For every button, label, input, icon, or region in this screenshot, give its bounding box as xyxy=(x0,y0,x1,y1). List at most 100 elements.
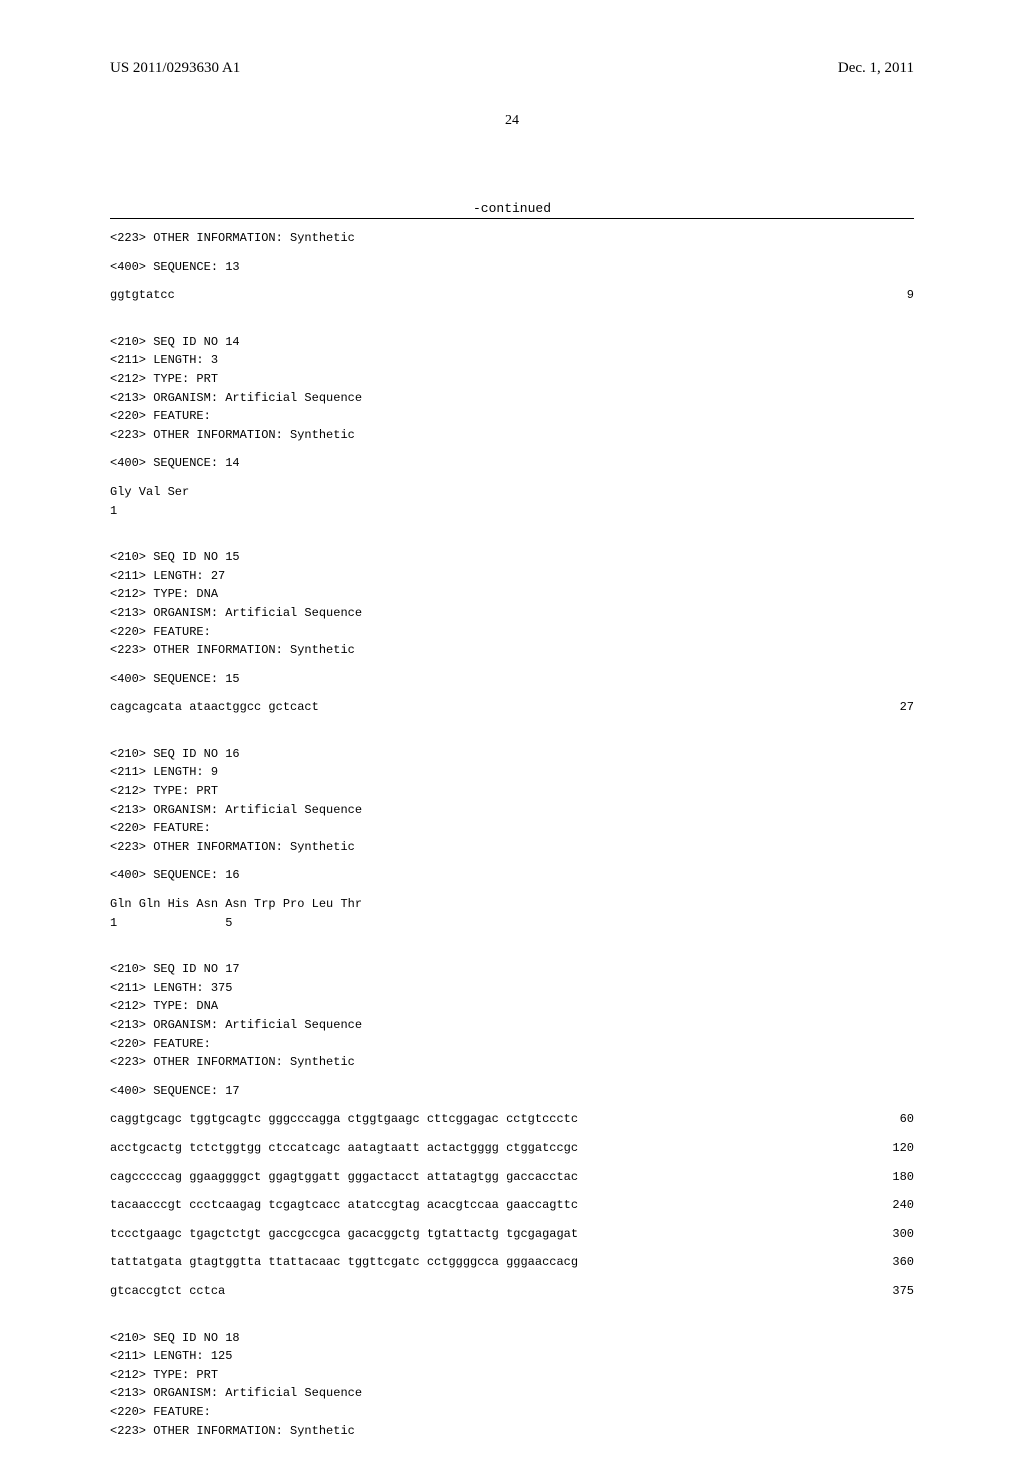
spacer xyxy=(110,660,914,670)
spacer xyxy=(110,473,914,483)
sequence-text: tccctgaagc tgagctctgt gaccgccgca gacacgg… xyxy=(110,1225,578,1244)
sequence-meta-line: <210> SEQ ID NO 18 xyxy=(110,1329,914,1348)
sequence-meta-line: <212> TYPE: DNA xyxy=(110,997,914,1016)
sequence-meta-line: <220> FEATURE: xyxy=(110,407,914,426)
sequence-meta-line: <400> SEQUENCE: 17 xyxy=(110,1082,914,1101)
sequence-meta-line: <213> ORGANISM: Artificial Sequence xyxy=(110,604,914,623)
sequence-row: cagcccccag ggaaggggct ggagtggatt gggacta… xyxy=(110,1168,914,1187)
sequence-position: 9 xyxy=(854,286,914,305)
sequence-meta-line: <213> ORGANISM: Artificial Sequence xyxy=(110,1384,914,1403)
sequence-row: tattatgata gtagtggtta ttattacaac tggttcg… xyxy=(110,1253,914,1272)
sequence-text: cagcagcata ataactggcc gctcact xyxy=(110,698,319,717)
spacer xyxy=(110,932,914,950)
sequence-meta-line: <211> LENGTH: 375 xyxy=(110,979,914,998)
sequence-position: 240 xyxy=(854,1196,914,1215)
sequence-meta-line: <223> OTHER INFORMATION: Synthetic xyxy=(110,1422,914,1441)
sequence-text: gtcaccgtct cctca xyxy=(110,1282,225,1301)
sequence-text: acctgcactg tctctggtgg ctccatcagc aatagta… xyxy=(110,1139,578,1158)
sequence-meta-line: <212> TYPE: DNA xyxy=(110,585,914,604)
sequence-meta-line: <211> LENGTH: 3 xyxy=(110,351,914,370)
sequence-position xyxy=(854,914,914,933)
sequence-meta-line: <211> LENGTH: 27 xyxy=(110,567,914,586)
sequence-text: cagcccccag ggaaggggct ggagtggatt gggacta… xyxy=(110,1168,578,1187)
continued-label: -continued xyxy=(110,201,914,216)
spacer xyxy=(110,856,914,866)
sequence-meta-line: <212> TYPE: PRT xyxy=(110,1366,914,1385)
sequence-position: 27 xyxy=(854,698,914,717)
spacer xyxy=(110,1158,914,1168)
sequence-position: 180 xyxy=(854,1168,914,1187)
sequence-meta-line: <220> FEATURE: xyxy=(110,623,914,642)
sequence-meta-line: <210> SEQ ID NO 17 xyxy=(110,960,914,979)
sequence-meta-line: <210> SEQ ID NO 16 xyxy=(110,745,914,764)
sequence-meta-line: <220> FEATURE: xyxy=(110,819,914,838)
sequence-meta-line: <400> SEQUENCE: 15 xyxy=(110,670,914,689)
spacer xyxy=(110,735,914,745)
spacer xyxy=(110,1215,914,1225)
spacer xyxy=(110,323,914,333)
sequence-position: 360 xyxy=(854,1253,914,1272)
sequence-text: ggtgtatcc xyxy=(110,286,175,305)
sequence-row: 1 xyxy=(110,502,914,521)
sequence-meta-line: <223> OTHER INFORMATION: Synthetic xyxy=(110,641,914,660)
sequence-row: tacaacccgt ccctcaagag tcgagtcacc atatccg… xyxy=(110,1196,914,1215)
sequence-text: 1 5 xyxy=(110,914,232,933)
sequence-row: acctgcactg tctctggtgg ctccatcagc aatagta… xyxy=(110,1139,914,1158)
publication-number: US 2011/0293630 A1 xyxy=(110,60,240,77)
sequence-text: Gln Gln His Asn Asn Trp Pro Leu Thr xyxy=(110,895,362,914)
sequence-meta-line: <223> OTHER INFORMATION: Synthetic xyxy=(110,1053,914,1072)
patent-page: US 2011/0293630 A1 Dec. 1, 2011 24 -cont… xyxy=(0,0,1024,1480)
spacer xyxy=(110,885,914,895)
spacer xyxy=(110,305,914,323)
spacer xyxy=(110,1301,914,1319)
spacer xyxy=(110,1319,914,1329)
spacer xyxy=(110,1243,914,1253)
sequence-meta-line: <211> LENGTH: 9 xyxy=(110,763,914,782)
sequence-row: tccctgaagc tgagctctgt gaccgccgca gacacgg… xyxy=(110,1225,914,1244)
spacer xyxy=(110,1100,914,1110)
sequence-text: caggtgcagc tggtgcagtc gggcccagga ctggtga… xyxy=(110,1110,578,1129)
spacer xyxy=(110,520,914,538)
sequence-meta-line: <212> TYPE: PRT xyxy=(110,782,914,801)
spacer xyxy=(110,538,914,548)
sequence-position: 60 xyxy=(854,1110,914,1129)
sequence-meta-line: <223> OTHER INFORMATION: Synthetic xyxy=(110,229,914,248)
sequence-position xyxy=(854,895,914,914)
sequence-meta-line: <400> SEQUENCE: 13 xyxy=(110,258,914,277)
sequence-text: tattatgata gtagtggtta ttattacaac tggttcg… xyxy=(110,1253,578,1272)
sequence-meta-line: <223> OTHER INFORMATION: Synthetic xyxy=(110,426,914,445)
sequence-meta-line: <213> ORGANISM: Artificial Sequence xyxy=(110,801,914,820)
spacer xyxy=(110,1186,914,1196)
sequence-meta-line: <400> SEQUENCE: 16 xyxy=(110,866,914,885)
sequence-position xyxy=(854,502,914,521)
sequence-meta-line: <211> LENGTH: 125 xyxy=(110,1347,914,1366)
spacer xyxy=(110,276,914,286)
spacer xyxy=(110,950,914,960)
sequence-meta-line: <223> OTHER INFORMATION: Synthetic xyxy=(110,838,914,857)
page-number: 24 xyxy=(110,113,914,129)
sequence-text: tacaacccgt ccctcaagag tcgagtcacc atatccg… xyxy=(110,1196,578,1215)
sequence-meta-line: <212> TYPE: PRT xyxy=(110,370,914,389)
sequence-row: caggtgcagc tggtgcagtc gggcccagga ctggtga… xyxy=(110,1110,914,1129)
sequence-position xyxy=(854,483,914,502)
sequence-meta-line: <210> SEQ ID NO 15 xyxy=(110,548,914,567)
publication-date: Dec. 1, 2011 xyxy=(838,60,914,77)
sequence-meta-line: <220> FEATURE: xyxy=(110,1403,914,1422)
sequence-meta-line: <220> FEATURE: xyxy=(110,1035,914,1054)
sequence-row: ggtgtatcc 9 xyxy=(110,286,914,305)
spacer xyxy=(110,248,914,258)
page-header: US 2011/0293630 A1 Dec. 1, 2011 xyxy=(110,60,914,77)
spacer xyxy=(110,1072,914,1082)
sequence-row: Gln Gln His Asn Asn Trp Pro Leu Thr xyxy=(110,895,914,914)
spacer xyxy=(110,688,914,698)
spacer xyxy=(110,717,914,735)
divider-top xyxy=(110,218,914,219)
sequence-row: cagcagcata ataactggcc gctcact 27 xyxy=(110,698,914,717)
sequence-meta-line: <210> SEQ ID NO 14 xyxy=(110,333,914,352)
sequence-meta-line: <213> ORGANISM: Artificial Sequence xyxy=(110,389,914,408)
sequence-listing: <223> OTHER INFORMATION: Synthetic <400> … xyxy=(110,229,914,1440)
sequence-position: 120 xyxy=(854,1139,914,1158)
spacer xyxy=(110,1272,914,1282)
sequence-row: gtcaccgtct cctca375 xyxy=(110,1282,914,1301)
spacer xyxy=(110,444,914,454)
